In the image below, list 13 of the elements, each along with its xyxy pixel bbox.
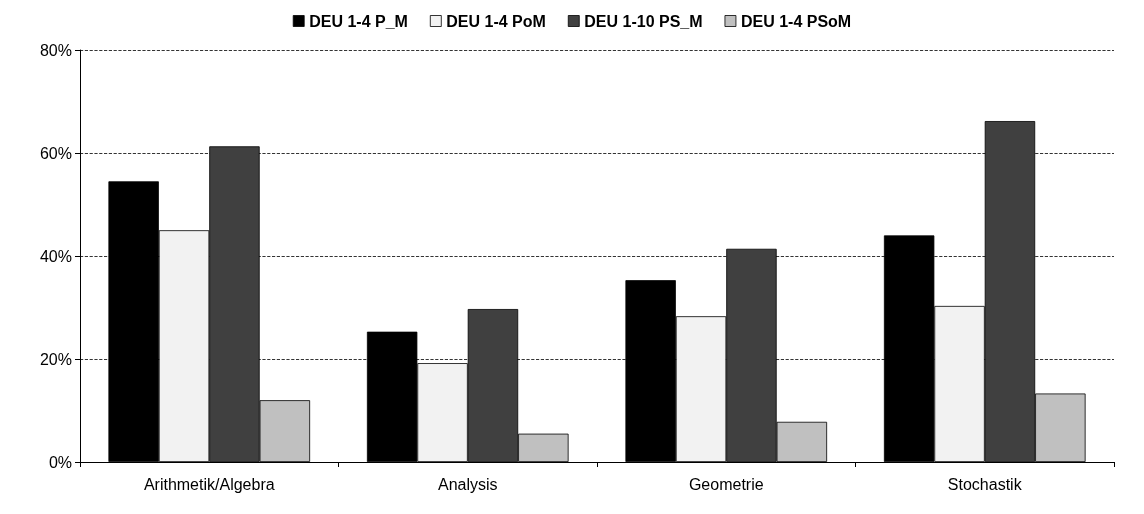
y-tick-label: 60% — [39, 144, 72, 162]
y-tick-label: 20% — [39, 350, 72, 368]
legend-label: DEU 1-4 P_M — [309, 12, 408, 30]
legend-label: DEU 1-4 PoM — [446, 12, 546, 30]
y-tick-label: 80% — [39, 41, 72, 59]
legend-label: DEU 1-10 PS_M — [584, 12, 703, 30]
x-tick-label: Stochastik — [947, 475, 1023, 493]
x-tick-label: Analysis — [437, 475, 498, 493]
y-tick-label: 40% — [39, 247, 72, 265]
x-tick-label: Geometrie — [688, 475, 764, 493]
legend-label: DEU 1-4 PSoM — [740, 12, 852, 30]
y-tick-label: 0% — [48, 453, 72, 471]
x-tick-label: Arithmetik/Algebra — [143, 475, 275, 493]
